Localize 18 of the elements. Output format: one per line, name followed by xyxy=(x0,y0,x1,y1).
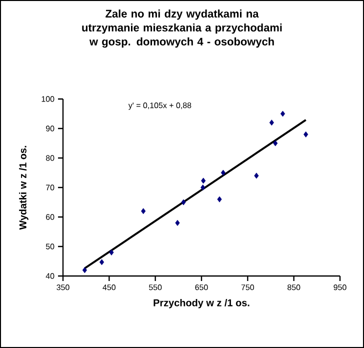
point xyxy=(201,178,206,184)
point xyxy=(109,249,114,256)
point xyxy=(280,110,286,117)
point xyxy=(304,131,308,138)
x-axis-title: Przychody w z /1 os. xyxy=(154,298,250,308)
chart-title: Zale no mi dzy wydatkami na utrzymanie mieszkania a przychodami w gosp. domowych 4 - osobowych xyxy=(82,10,282,48)
point xyxy=(181,199,186,206)
point xyxy=(269,120,274,126)
point xyxy=(99,259,104,266)
point xyxy=(273,140,278,146)
point xyxy=(175,220,180,226)
y-axis-title: Wydatki w z /1 os. xyxy=(19,146,28,230)
point xyxy=(254,172,259,179)
point xyxy=(217,196,222,202)
point xyxy=(82,267,87,274)
point xyxy=(220,170,226,176)
point xyxy=(141,208,146,214)
point xyxy=(200,184,206,190)
